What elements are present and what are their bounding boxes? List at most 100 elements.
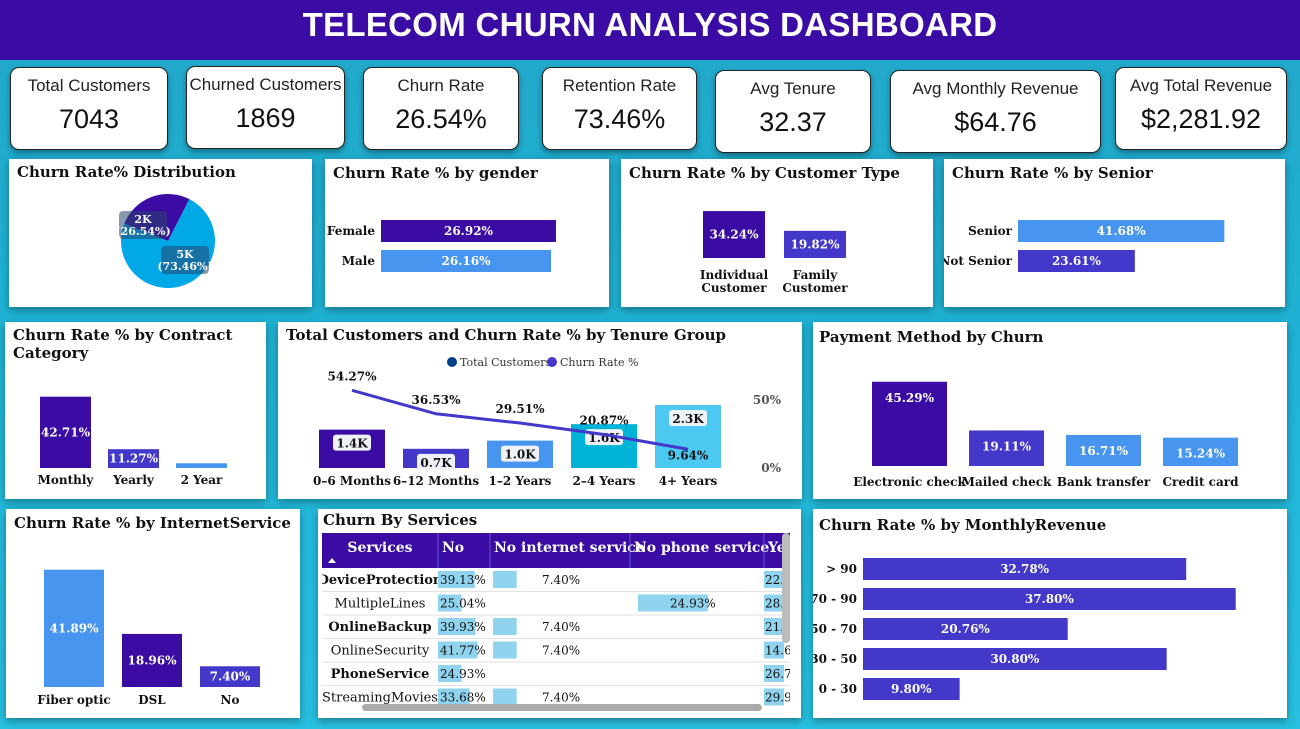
sort-ascending-icon	[328, 558, 336, 563]
card-monthly-revenue: Churn Rate % by MonthlyRevenue > 90 32.78…	[813, 509, 1287, 718]
kpi-value: $2,281.92	[1140, 104, 1262, 134]
data-label: 9.80%	[891, 682, 932, 696]
legend-entry: Total Customers	[460, 356, 551, 369]
card-senior: Churn Rate % by Senior Senior 41.68% Not S…	[944, 159, 1285, 307]
kpi-total-customers[interactable]: Total Customers 7043	[10, 67, 168, 150]
data-label-bg	[417, 453, 455, 470]
header-bar: TELECOM CHURN ANALYSIS DASHBOARD	[0, 0, 1300, 60]
bar	[381, 250, 552, 272]
kpi-label: Avg Tenure	[750, 79, 836, 98]
data-label: 16.71%	[1079, 444, 1129, 458]
bar	[381, 220, 556, 242]
data-label: 20.87%	[580, 413, 630, 427]
bar	[200, 666, 260, 687]
payment-bar-chart[interactable]: 45.29% Electronic check 19.11% Mailed check…	[813, 322, 1287, 499]
data-label: 15.24%	[1176, 447, 1226, 461]
table-bar	[438, 665, 462, 682]
chart-title: Total Customers and Churn Rate % by Tenu…	[286, 326, 727, 344]
senior-bar-chart[interactable]: Senior 41.68% Not Senior 23.61%	[944, 159, 1285, 307]
bar	[1066, 434, 1141, 466]
table-bar	[438, 571, 475, 588]
bar	[863, 678, 960, 700]
data-label: 18.96%	[128, 653, 178, 667]
bar	[1018, 250, 1135, 272]
data-label: 1.4K	[336, 437, 368, 451]
category-label: Female	[327, 224, 376, 238]
monthly-revenue-bar-chart[interactable]: > 90 32.78% 70 - 90 37.80% 50 - 70 20.76% 30 -…	[813, 509, 1287, 718]
cell-value: 7.40%	[542, 573, 580, 587]
bar	[863, 588, 1236, 610]
horizontal-scrollbar[interactable]	[362, 704, 762, 711]
cell-value: 39.13%	[440, 573, 486, 587]
tick-label: 50%	[753, 393, 782, 407]
row-label: StreamingMovies	[322, 691, 438, 706]
cell-value: 14.6	[765, 644, 790, 658]
cell-value: 29.9	[765, 691, 790, 705]
chart-title: Churn Rate % by Contract Category	[13, 326, 233, 362]
legend-entry: Churn Rate %	[560, 356, 638, 369]
services-table[interactable]: Services No No internet service No phone se…	[322, 533, 790, 715]
kpi-churned-customers[interactable]: Churned Customers 1869	[186, 66, 345, 149]
tenure-combo-chart[interactable]: Total Customers Churn Rate % 1.4K 0–6 Month…	[278, 322, 802, 499]
kpi-avg-total-revenue[interactable]: Avg Total Revenue $2,281.92	[1115, 67, 1287, 150]
bar	[703, 211, 765, 258]
table-bar	[493, 688, 517, 706]
table-bar	[438, 641, 478, 659]
category-label: Electronic check	[853, 475, 966, 489]
bar	[176, 463, 227, 468]
data-label: 2K	[134, 213, 152, 226]
kpi-label: Avg Monthly Revenue	[912, 79, 1079, 98]
data-label: 0.7K	[420, 456, 452, 470]
kpi-retention-rate[interactable]: Retention Rate 73.46%	[542, 67, 697, 150]
kpi-label: Churned Customers	[189, 75, 342, 94]
vertical-scrollbar[interactable]	[782, 533, 790, 643]
contract-bar-chart[interactable]: 42.71% Monthly 11.27% Yearly 2 Year	[5, 322, 266, 499]
row-label: PhoneService	[331, 667, 430, 682]
legend-marker	[447, 357, 457, 367]
chart-title: Churn Rate % by gender	[333, 164, 538, 182]
card-customer-type: Churn Rate % by Customer Type 34.24% Indi…	[621, 159, 933, 307]
data-label: 41.68%	[1097, 224, 1147, 238]
column-header: No internet service	[494, 540, 645, 556]
card-gender: Churn Rate % by gender Female 26.92% Male 2…	[325, 159, 609, 307]
category-label: Credit card	[1163, 475, 1240, 489]
data-label-bg	[669, 409, 707, 426]
category-label: Mailed check	[962, 475, 1052, 489]
category-label: Monthly	[38, 473, 95, 487]
gender-bar-chart[interactable]: Female 26.92% Male 26.16%	[325, 159, 609, 307]
table-bar	[764, 665, 784, 682]
data-label: 7.40%	[210, 670, 251, 684]
category-label: No	[221, 693, 240, 707]
category-label: 2–4 Years	[573, 474, 636, 488]
kpi-avg-tenure[interactable]: Avg Tenure 32.37	[715, 70, 871, 153]
bar	[122, 633, 182, 687]
kpi-value: $64.76	[954, 107, 1037, 137]
cell-value: 7.40%	[542, 691, 580, 705]
bar	[863, 558, 1187, 580]
data-label-bg	[333, 434, 371, 451]
bar	[44, 569, 104, 687]
card-internet: Churn Rate % by InternetService 41.89% Fi…	[6, 509, 300, 718]
row-label: DeviceProtection	[322, 573, 443, 588]
category-label: Senior	[968, 224, 1013, 238]
card-churn-distribution: Churn Rate% Distribution 2K (26.54%) 5K (73…	[9, 159, 312, 307]
kpi-avg-monthly-revenue[interactable]: Avg Monthly Revenue $64.76	[890, 70, 1101, 153]
internet-bar-chart[interactable]: 41.89% Fiber optic 18.96% DSL 7.40% No	[6, 509, 300, 718]
table-bar	[764, 594, 784, 612]
kpi-churn-rate[interactable]: Churn Rate 26.54%	[363, 67, 519, 150]
customer-type-bar-chart[interactable]: 34.24%IndividualCustomer19.82%FamilyCust…	[621, 159, 933, 307]
category-label: Family	[793, 268, 838, 282]
data-label: 37.80%	[1025, 592, 1075, 606]
category-label: Individual	[700, 268, 769, 282]
cell-value: 39.93%	[440, 620, 486, 634]
cell-value: 26.7	[765, 667, 790, 681]
category-label: 2 Year	[181, 473, 223, 487]
card-contract: Churn Rate % by Contract Category 42.71%…	[5, 322, 266, 499]
chart-title: Churn By Services	[323, 511, 478, 529]
kpi-label: Churn Rate	[397, 76, 485, 95]
bar	[1163, 437, 1238, 466]
data-label: 34.24%	[710, 228, 760, 242]
pie-chart[interactable]: 2K(26.54%) 5K(73.46%)	[9, 159, 312, 307]
data-label: 29.51%	[496, 402, 546, 416]
category-label: > 90	[826, 562, 857, 576]
